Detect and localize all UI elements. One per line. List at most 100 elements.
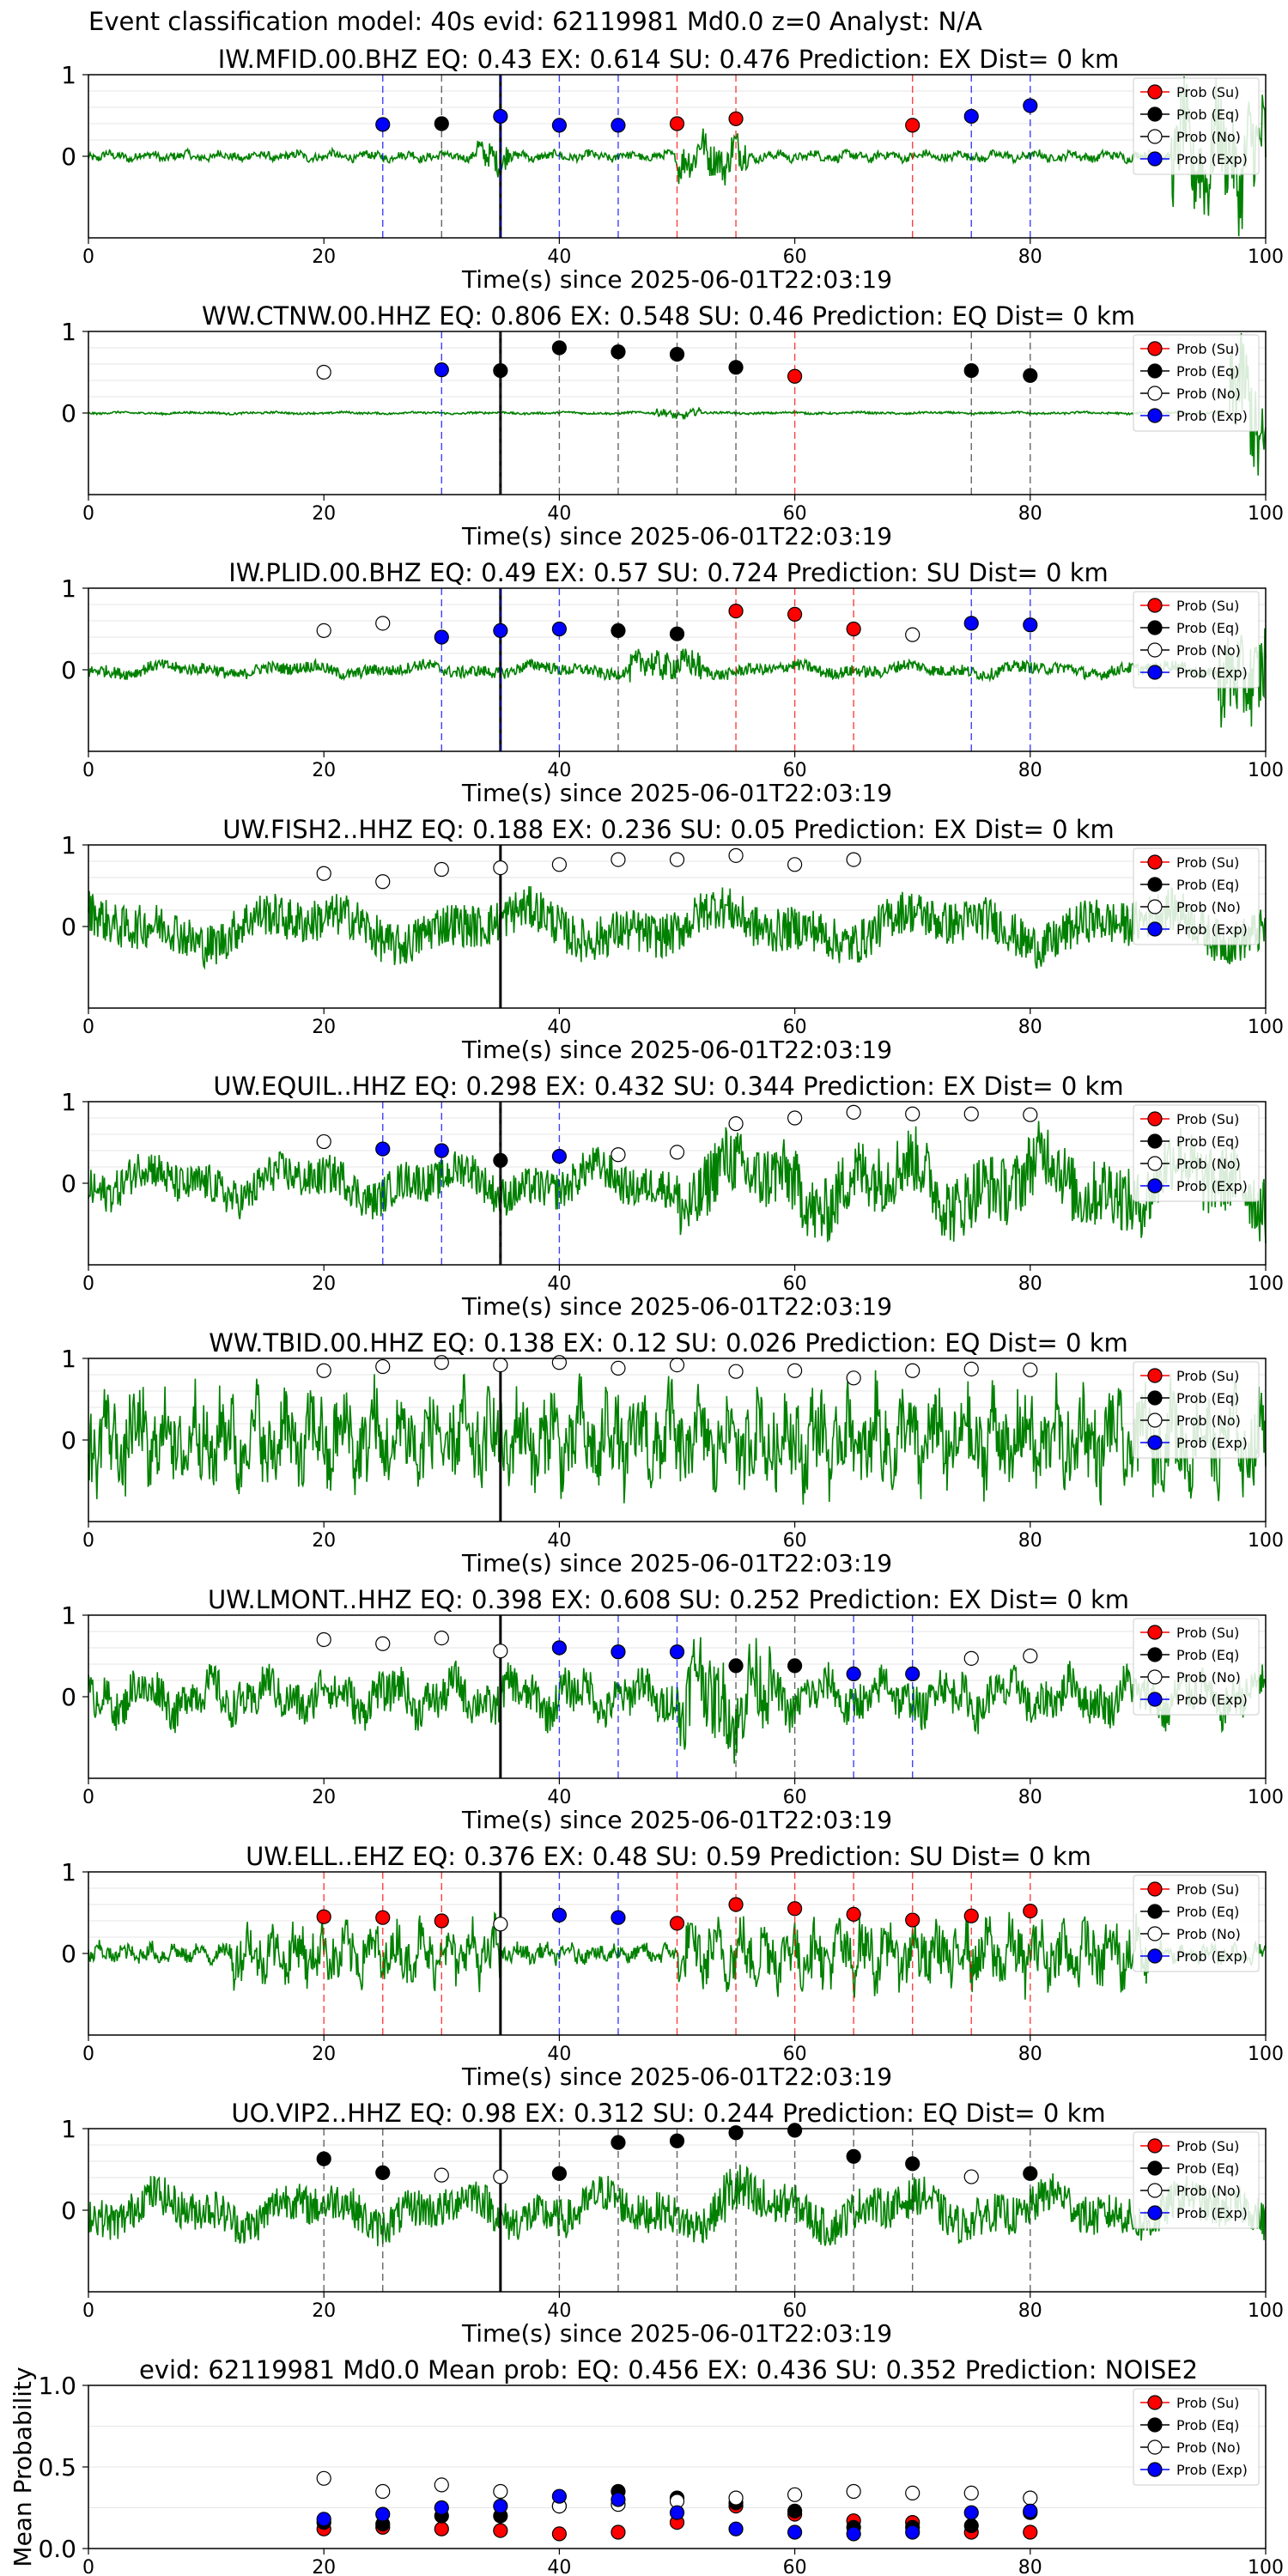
x-axis-label: Time(s) since 2025-06-01T22:03:19 <box>461 1292 892 1321</box>
legend-label: Prob (Eq) <box>1176 2417 1239 2433</box>
prob-point-no <box>551 857 568 872</box>
prob-point-no <box>728 848 744 863</box>
prob-point-exp <box>375 117 391 132</box>
prob-point-exp <box>551 1907 568 1923</box>
legend-marker <box>1147 2138 1163 2154</box>
legend-marker <box>1147 408 1163 423</box>
prob-point-eq <box>493 363 508 379</box>
x-tick-label: 100 <box>1248 2300 1284 2322</box>
legend-marker <box>1147 620 1163 635</box>
panel-title: IW.MFID.00.BHZ EQ: 0.43 EX: 0.614 SU: 0.… <box>218 45 1120 74</box>
legend-label: Prob (Su) <box>1176 1111 1239 1127</box>
prob-point-su <box>846 1906 861 1922</box>
axes-frame <box>88 331 1267 495</box>
prob-point-eq <box>846 2148 861 2164</box>
y-tick-label: 0 <box>61 399 76 428</box>
x-tick-label: 100 <box>1248 2044 1284 2065</box>
legend-marker <box>1147 129 1163 144</box>
panel-2: WW.CTNW.00.HHZ EQ: 0.806 EX: 0.548 SU: 0… <box>61 301 1284 550</box>
legend-label: Prob (No) <box>1176 129 1241 145</box>
x-axis-label: Time(s) since 2025-06-01T22:03:19 <box>461 2319 892 2348</box>
waveform-trace <box>88 1121 1267 1244</box>
prob-point-eq <box>434 116 449 131</box>
y-tick-label: 0 <box>61 1940 76 1968</box>
x-tick-label: 100 <box>1248 1530 1284 1552</box>
panel-4: UW.FISH2..HHZ EQ: 0.188 EX: 0.236 SU: 0.… <box>61 815 1284 1064</box>
panel-7: UW.LMONT..HHZ EQ: 0.398 EX: 0.608 SU: 0.… <box>61 1585 1284 1834</box>
prob-point-no <box>787 1363 803 1378</box>
prob-point-exp <box>669 1644 685 1660</box>
prob-point-no <box>316 1631 331 1648</box>
panel-title: evid: 62119981 Md0.0 Mean prob: EQ: 0.45… <box>139 2355 1198 2385</box>
x-tick-label: 40 <box>547 1273 571 1295</box>
x-tick-label: 20 <box>312 2300 336 2322</box>
legend-box <box>1133 848 1260 945</box>
x-tick-label: 40 <box>547 503 571 525</box>
x-tick-label: 20 <box>312 760 336 781</box>
x-tick-label: 100 <box>1248 246 1284 268</box>
legend-label: Prob (No) <box>1176 899 1241 915</box>
prob-point-exp <box>846 1666 861 1682</box>
mean-point-exp <box>375 2506 391 2522</box>
prob-point-exp <box>1023 617 1038 633</box>
x-tick-label: 0 <box>82 2557 94 2576</box>
mean-point-no <box>846 2483 861 2500</box>
mean-point-exp <box>846 2526 861 2542</box>
mean-point-exp <box>611 2492 626 2507</box>
prob-point-exp <box>963 616 979 631</box>
prob-point-no <box>963 1361 979 1376</box>
mean-point-no <box>905 2485 920 2500</box>
legend-marker <box>1147 2439 1163 2455</box>
prob-point-no <box>669 852 685 867</box>
x-axis-label: Time(s) since 2025-06-01T22:03:19 <box>461 1036 892 1064</box>
prob-point-exp <box>551 621 568 637</box>
y-tick-label: 1 <box>61 2115 76 2143</box>
prob-point-exp <box>1023 98 1038 113</box>
prob-point-exp <box>905 1666 920 1682</box>
y-tick-label: 0 <box>61 1683 76 1711</box>
panel-title: UW.LMONT..HHZ EQ: 0.398 EX: 0.608 SU: 0.… <box>208 1585 1129 1614</box>
x-axis-label: Time(s) since 2025-06-01T22:03:19 <box>461 1806 892 1834</box>
prob-point-exp <box>551 1640 568 1656</box>
y-tick-label: 1 <box>61 574 76 603</box>
panel-title: UW.FISH2..HHZ EQ: 0.188 EX: 0.236 SU: 0.… <box>222 815 1115 844</box>
prob-point-su <box>905 118 920 133</box>
prob-point-su <box>787 606 803 623</box>
legend-label: Prob (Eq) <box>1176 1904 1239 1920</box>
legend-marker <box>1147 1647 1163 1662</box>
prob-point-exp <box>963 108 979 125</box>
axes-frame <box>88 1614 1267 1779</box>
mean-point-su <box>434 2521 449 2537</box>
axes-frame <box>88 2385 1267 2549</box>
x-tick-label: 80 <box>1018 2300 1042 2322</box>
x-tick-label: 80 <box>1018 760 1042 781</box>
y-tick-label: 1 <box>61 831 76 860</box>
legend-marker <box>1147 1111 1163 1127</box>
legend-box <box>1133 1618 1260 1716</box>
x-tick-label: 0 <box>82 2044 94 2065</box>
mean-point-exp <box>787 2524 803 2540</box>
x-tick-label: 80 <box>1018 246 1042 268</box>
prob-point-exp <box>493 623 508 639</box>
prob-point-exp <box>434 362 449 378</box>
legend-label: Prob (Su) <box>1176 854 1239 871</box>
legend-label: Prob (No) <box>1176 386 1241 402</box>
prob-point-su <box>905 1912 920 1928</box>
legend-marker <box>1147 363 1163 379</box>
panel-6: WW.TBID.00.HHZ EQ: 0.138 EX: 0.12 SU: 0.… <box>61 1328 1284 1577</box>
x-tick-label: 20 <box>312 1787 336 1808</box>
legend-marker <box>1147 1692 1163 1707</box>
x-tick-label: 0 <box>82 2300 94 2322</box>
x-axis-label: Time(s) since 2025-06-01T22:03:19 <box>461 522 892 550</box>
prob-point-no <box>963 1106 979 1121</box>
x-tick-label: 40 <box>547 246 571 268</box>
mean-point-exp <box>551 2488 568 2504</box>
legend-marker <box>1147 2417 1163 2433</box>
prob-point-exp <box>375 1141 391 1157</box>
legend-marker <box>1147 2160 1163 2176</box>
prob-point-eq <box>316 2151 331 2166</box>
legend-label: Prob (Su) <box>1176 1625 1239 1641</box>
legend-label: Prob (No) <box>1176 1926 1241 1942</box>
prob-point-no <box>316 623 331 639</box>
